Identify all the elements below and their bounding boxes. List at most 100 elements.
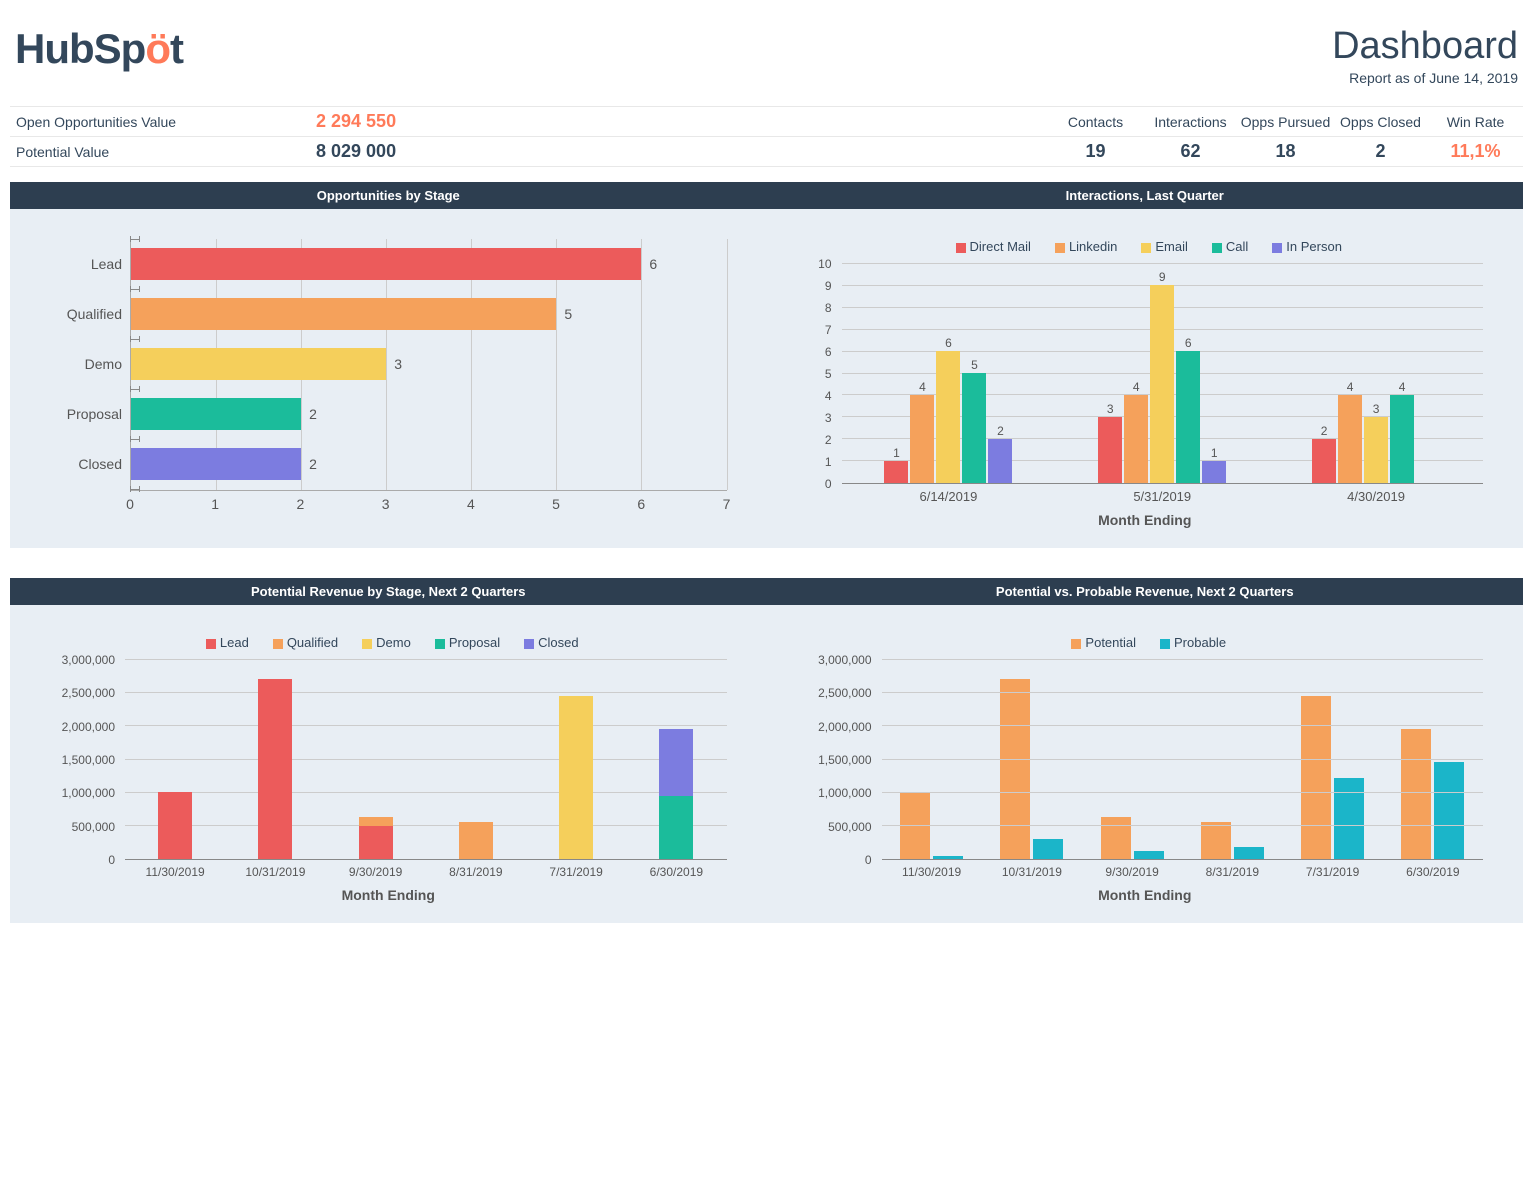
bar-group [326, 817, 426, 859]
legend-item: Linkedin [1047, 239, 1117, 254]
hbar-label: Qualified [50, 289, 130, 339]
page-title: Dashboard [1332, 25, 1518, 68]
legend-item: Lead [198, 635, 249, 650]
bar-group [626, 729, 726, 859]
chart-title-potential-probable: Potential vs. Probable Revenue, Next 2 Q… [767, 578, 1524, 605]
bar-group [1383, 729, 1483, 859]
potential-label: Potential Value [10, 140, 310, 164]
bar-segment [359, 817, 393, 826]
stat-value: 19 [1048, 137, 1143, 166]
hbar-bar [131, 448, 301, 480]
bar-group [1182, 822, 1282, 859]
legend-item: Call [1204, 239, 1248, 254]
x-tick-label: 10/31/2019 [225, 865, 325, 879]
hbar-label: Closed [50, 439, 130, 489]
x-tick-label: 4/30/2019 [1269, 489, 1483, 504]
open-opp-label: Open Opportunities Value [10, 110, 310, 134]
hbar-value: 6 [649, 256, 657, 272]
bar [1033, 839, 1063, 859]
bar [1000, 679, 1030, 859]
bar [1098, 417, 1122, 483]
title-block: Dashboard Report as of June 14, 2019 [1332, 25, 1518, 86]
legend-item: Direct Mail [948, 239, 1031, 254]
bar-group: 14652 [842, 336, 1056, 483]
bar-group [426, 822, 526, 859]
bar-group [526, 696, 626, 859]
bar [1338, 395, 1362, 483]
bar-group [1283, 696, 1383, 859]
stat-value: 2 [1333, 137, 1428, 166]
x-tick-label: 11/30/2019 [125, 865, 225, 879]
x-tick-label: 6/30/2019 [626, 865, 726, 879]
legend-item: Demo [354, 635, 411, 650]
open-opp-value: 2 294 550 [310, 107, 610, 136]
bar [1301, 696, 1331, 859]
bar [1134, 851, 1164, 859]
x-tick-label: 8/31/2019 [1182, 865, 1282, 879]
chart-potential-probable: PotentialProbable 0500,0001,000,0001,500… [767, 605, 1524, 923]
stat-header: Contacts [1048, 110, 1143, 134]
bar [962, 373, 986, 483]
bar-group [225, 679, 325, 859]
hbar-label: Demo [50, 339, 130, 389]
stat-value: 18 [1238, 137, 1333, 166]
bar [1201, 822, 1231, 859]
hbar-value: 2 [309, 456, 317, 472]
legend-item: Qualified [265, 635, 338, 650]
stat-header: Win Rate [1428, 110, 1523, 134]
x-tick-label: 7/31/2019 [526, 865, 626, 879]
bar [1312, 439, 1336, 483]
x-tick-label: 10/31/2019 [982, 865, 1082, 879]
bar-segment [659, 796, 693, 859]
bar [1390, 395, 1414, 483]
report-date: Report as of June 14, 2019 [1332, 70, 1518, 86]
bar [933, 856, 963, 859]
x-tick-label: 7/31/2019 [1283, 865, 1383, 879]
header: HubSpöt Dashboard Report as of June 14, … [10, 25, 1523, 106]
bar-segment [258, 679, 292, 859]
bar [1364, 417, 1388, 483]
stat-header: Interactions [1143, 110, 1238, 134]
x-tick-label: 5/31/2019 [1055, 489, 1269, 504]
hbar-label: Proposal [50, 389, 130, 439]
legend-item: Proposal [427, 635, 500, 650]
chart-title-revenue-stage: Potential Revenue by Stage, Next 2 Quart… [10, 578, 767, 605]
bar [1202, 461, 1226, 483]
bar [1401, 729, 1431, 859]
bar [884, 461, 908, 483]
bar [988, 439, 1012, 483]
bar-group: 2434 [1269, 380, 1483, 483]
bar-group [125, 792, 225, 859]
potential-value: 8 029 000 [310, 137, 610, 166]
stat-value: 62 [1143, 137, 1238, 166]
bar [1434, 762, 1464, 859]
bar [910, 395, 934, 483]
legend-item: In Person [1264, 239, 1342, 254]
bar [1124, 395, 1148, 483]
x-tick-label: 6/30/2019 [1383, 865, 1483, 879]
x-tick-label: 8/31/2019 [426, 865, 526, 879]
bar-group [1082, 817, 1182, 859]
legend-item: Potential [1063, 635, 1136, 650]
x-tick-label: 9/30/2019 [1082, 865, 1182, 879]
bar-segment [459, 822, 493, 859]
chart-title-opps-stage: Opportunities by Stage [10, 182, 767, 209]
stat-header: Opps Closed [1333, 110, 1428, 134]
hbar-bar [131, 398, 301, 430]
x-tick-label: 9/30/2019 [326, 865, 426, 879]
x-tick-label: 6/14/2019 [842, 489, 1056, 504]
hbar-bar [131, 348, 386, 380]
bar-segment [659, 729, 693, 796]
hbar-bar [131, 298, 556, 330]
stat-value: 11,1% [1428, 137, 1523, 166]
hbar-value: 2 [309, 406, 317, 422]
bar [1150, 285, 1174, 483]
metrics-table: Open Opportunities Value 2 294 550 Conta… [10, 106, 1523, 167]
bar [1334, 778, 1364, 859]
chart-opps-by-stage: LeadQualifiedDemoProposalClosed 65322 01… [10, 209, 767, 536]
logo: HubSpöt [15, 25, 183, 73]
bar [1234, 847, 1264, 859]
bar-group [982, 679, 1082, 859]
bar [936, 351, 960, 483]
chart-revenue-stage: LeadQualifiedDemoProposalClosed 0500,000… [10, 605, 767, 923]
